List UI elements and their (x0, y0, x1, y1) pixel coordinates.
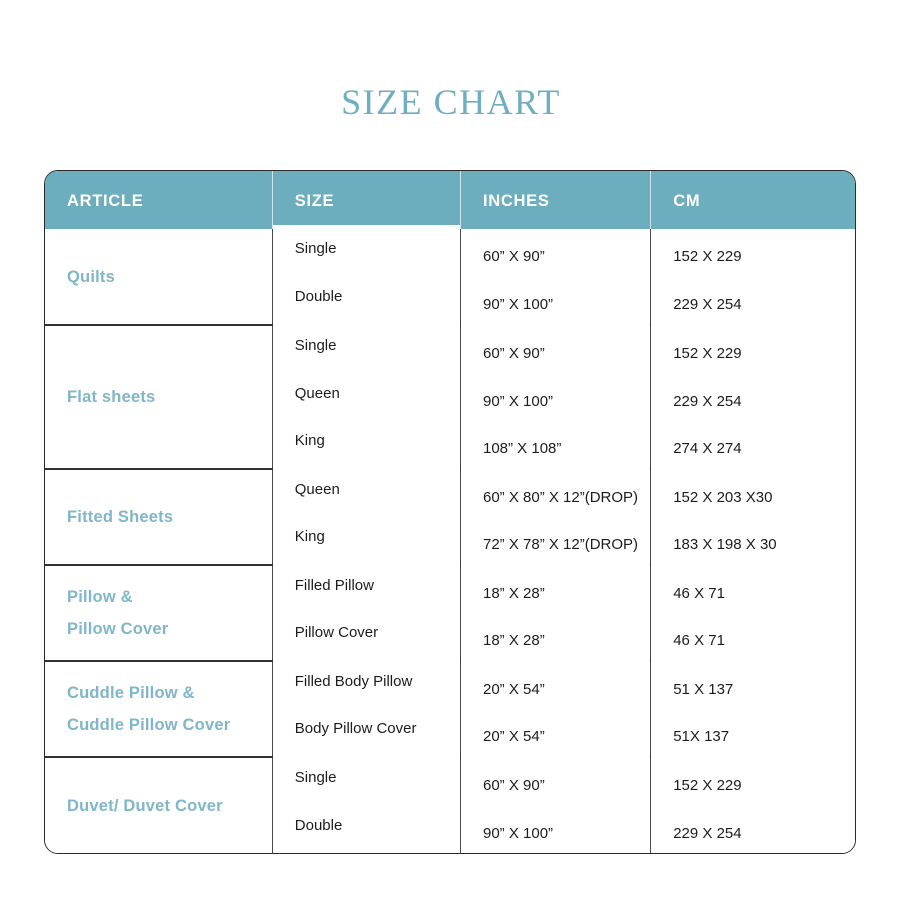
inches-cell: 90” X 100” (460, 377, 652, 426)
table-header-row: ARTICLE SIZE INCHES CM (45, 171, 855, 229)
table-header: ARTICLE SIZE INCHES CM (45, 171, 855, 229)
cm-cell: 274 X 274 (650, 425, 855, 474)
table-row: Pillow Cover 18” X 28” 46 X 71 (45, 609, 855, 666)
table-row: Pillow & Pillow Cover Filled Pillow 18” X 2… (45, 561, 855, 662)
size-cell: Double (272, 273, 461, 322)
table-row: Duvet/ Duvet Cover Single 60” X 90” 152 X 2… (45, 753, 855, 853)
size-chart-table: ARTICLE SIZE INCHES CM Quilts Single 60” X… (45, 171, 855, 853)
inches-cell: 90” X 100” (460, 809, 652, 853)
article-label-cell: Fitted Sheets (45, 469, 273, 566)
column-header-cm: CM (650, 171, 855, 229)
article-label-cell: Cuddle Pillow & Cuddle Pillow Cover (45, 661, 273, 758)
cm-cell: 46 X 71 (650, 569, 855, 618)
cm-cell: 152 X 229 (650, 329, 855, 378)
size-cell: Single (272, 225, 461, 274)
size-cell: Queen (272, 465, 461, 514)
cm-cell: 229 X 254 (650, 809, 855, 853)
table-row: Body Pillow Cover 20” X 54” 51X 137 (45, 705, 855, 762)
column-header-size: SIZE (272, 171, 461, 229)
inches-cell: 60” X 80” X 12”(DROP) (460, 473, 652, 522)
article-label-line: Pillow & (67, 588, 133, 606)
inches-cell: 18” X 28” (460, 569, 652, 618)
size-cell: King (272, 513, 461, 562)
inches-cell: 72” X 78” X 12”(DROP) (460, 521, 652, 570)
size-cell: King (272, 417, 461, 466)
size-cell: Queen (272, 369, 461, 418)
inches-cell: 108” X 108” (460, 425, 652, 474)
inches-cell: 60” X 90” (460, 761, 652, 810)
article-label-line: Duvet/ Duvet Cover (67, 796, 223, 815)
column-header-inches: INCHES (460, 171, 652, 229)
inches-cell: 20” X 54” (460, 713, 652, 762)
table-row: Quilts Single 60” X 90” 152 X 229 (45, 225, 855, 326)
cm-cell: 229 X 254 (650, 377, 855, 426)
table-row: King 72” X 78” X 12”(DROP) 183 X 198 X 30 (45, 513, 855, 570)
cm-cell: 46 X 71 (650, 617, 855, 666)
table-row: Queen 90” X 100” 229 X 254 (45, 369, 855, 426)
article-label-cell: Flat sheets (45, 325, 273, 470)
article-label-line: Cuddle Pillow Cover (67, 716, 231, 734)
article-label-line: Quilts (67, 267, 115, 286)
inches-cell: 60” X 90” (460, 329, 652, 378)
table-row: Flat sheets Single 60” X 90” 152 X 229 (45, 321, 855, 470)
inches-cell: 90” X 100” (460, 281, 652, 330)
inches-cell: 20” X 54” (460, 665, 652, 714)
article-label-cell: Pillow & Pillow Cover (45, 565, 273, 662)
cm-cell: 152 X 203 X30 (650, 473, 855, 522)
cm-cell: 183 X 198 X 30 (650, 521, 855, 570)
size-cell: Filled Body Pillow (272, 657, 461, 706)
article-label-line: Fitted Sheets (67, 508, 174, 526)
table-row: Cuddle Pillow & Cuddle Pillow Cover Filled… (45, 657, 855, 758)
table-row: Double 90” X 100” 229 X 254 (45, 273, 855, 330)
page-title: SIZE CHART (341, 82, 561, 122)
cm-cell: 152 X 229 (650, 761, 855, 810)
table-body: Quilts Single 60” X 90” 152 X 229 Double 90” … (45, 225, 855, 853)
article-label-line: Cuddle Pillow & (67, 684, 195, 702)
article-label-line: Flat sheets (67, 388, 156, 406)
column-header-article: ARTICLE (45, 171, 273, 229)
cm-cell: 229 X 254 (650, 281, 855, 330)
article-label-cell: Quilts (45, 229, 273, 326)
inches-cell: 18” X 28” (460, 617, 652, 666)
size-chart-table-container: ARTICLE SIZE INCHES CM Quilts Single 60” X… (44, 170, 856, 854)
size-cell: Filled Pillow (272, 561, 461, 610)
cm-cell: 51X 137 (650, 713, 855, 762)
size-cell: Single (272, 321, 461, 370)
article-label-line: Pillow Cover (67, 620, 169, 638)
inches-cell: 60” X 90” (460, 233, 652, 282)
size-cell: Double (272, 801, 461, 849)
table-row: Double 90” X 100” 229 X 254 (45, 801, 855, 853)
size-cell: Body Pillow Cover (272, 705, 461, 754)
cm-cell: 152 X 229 (650, 233, 855, 282)
size-cell: Pillow Cover (272, 609, 461, 658)
article-label-cell: Duvet/ Duvet Cover (45, 757, 273, 853)
table-row: Fitted Sheets Queen 60” X 80” X 12”(DROP) 1… (45, 465, 855, 566)
cm-cell: 51 X 137 (650, 665, 855, 714)
size-cell: Single (272, 753, 461, 802)
table-row: King 108” X 108” 274 X 274 (45, 417, 855, 474)
